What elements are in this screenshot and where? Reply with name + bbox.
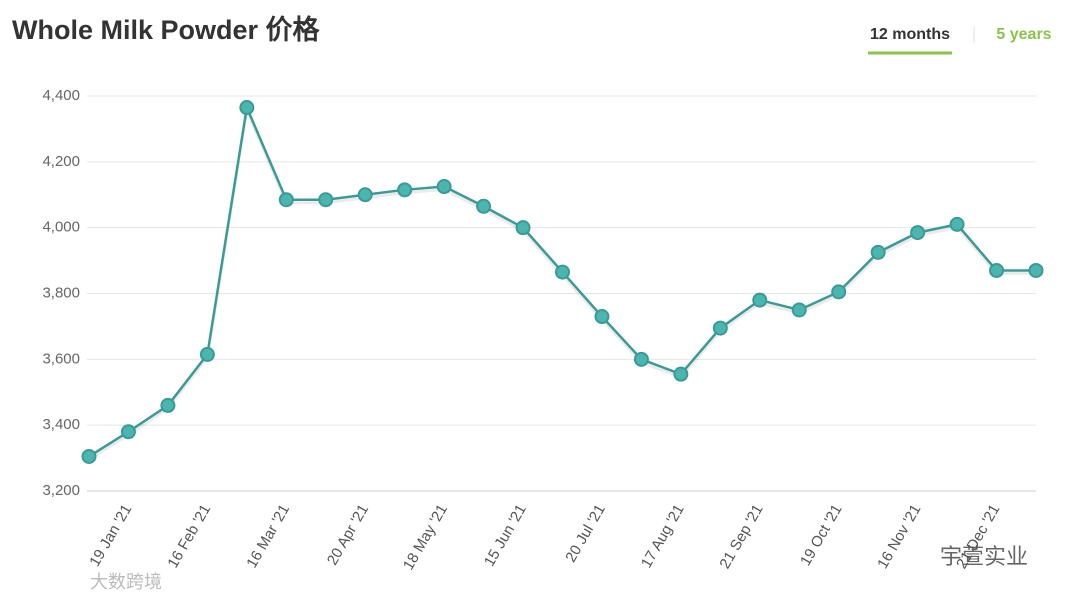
y-tick-label: 3,800 [42,284,80,301]
x-tick-label: 18 May '21 [400,501,451,573]
x-tick-label: 15 Jun '21 [481,501,530,569]
y-tick-label: 4,000 [42,219,80,236]
marker [752,292,768,308]
y-tick-label: 4,200 [42,153,80,170]
x-tick-label: 17 Aug '21 [638,501,688,571]
marker [199,346,215,362]
tab[interactable]: 12 months [870,26,950,43]
marker [81,448,97,464]
marker [1028,262,1044,278]
marker [160,397,176,413]
marker [633,351,649,367]
x-tick-label: 16 Feb '21 [164,501,214,570]
x-tick-label: 21 Sep '21 [716,501,766,571]
marker [910,225,926,241]
watermark: 大数跨境 [90,572,162,592]
marker [791,302,807,318]
y-tick-label: 4,400 [42,87,80,104]
line [88,103,1036,458]
x-tick-label: 20 Jul '21 [562,501,609,565]
marker [476,198,492,214]
y-tick-label: 3,400 [42,416,80,433]
marker [673,366,689,382]
marker [397,182,413,198]
x-tick-label: 16 Nov '21 [874,501,924,571]
marker [357,187,373,203]
marker [949,216,965,232]
marker [555,264,570,280]
marker [831,284,847,300]
marker [594,309,610,325]
x-tick-label: 16 Mar '21 [243,501,293,570]
x-tick-label: 19 Oct '21 [797,501,846,568]
marker [515,220,531,236]
chart-title: Whole Milk Powder 价格 [12,15,321,45]
marker [318,192,334,208]
marker [120,424,136,440]
y-tick-label: 3,600 [42,350,80,367]
marker [278,192,294,208]
marker [239,100,255,116]
watermark: 宇萱实业 [940,544,1028,569]
line-shadow [88,105,1036,461]
marker [989,262,1005,278]
tab[interactable]: 5 years [996,26,1051,43]
marker [436,179,452,195]
x-tick-label: 20 Apr '21 [324,501,372,568]
x-tick-label: 19 Jan '21 [86,501,135,569]
marker [712,320,728,336]
y-tick-label: 3,200 [42,482,80,499]
marker [870,244,886,260]
